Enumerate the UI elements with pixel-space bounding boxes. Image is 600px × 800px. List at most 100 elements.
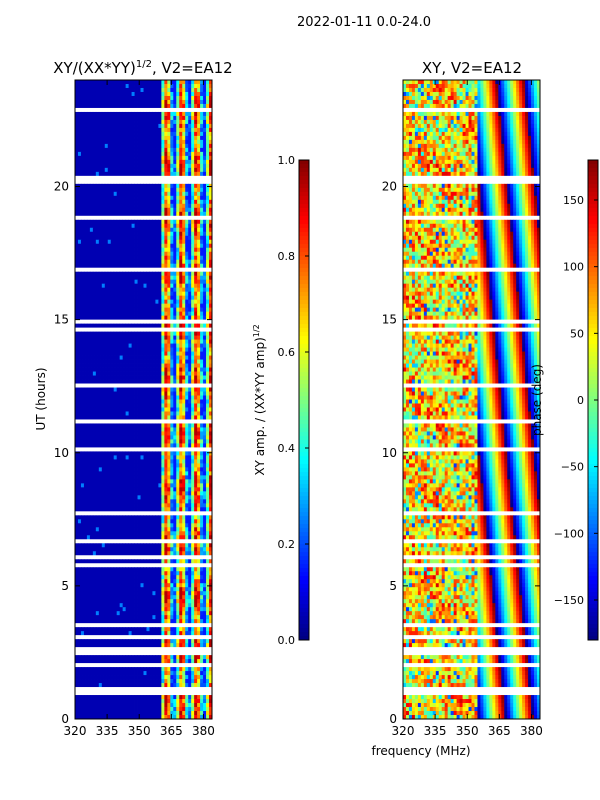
heatmap-cell [167,495,171,500]
heatmap-cell [116,451,121,456]
heatmap-cell [185,379,189,384]
heatmap-cell [167,167,171,173]
heatmap-cell [122,351,127,356]
heatmap-cell [89,83,94,89]
heatmap-cell [182,231,186,237]
heatmap-cell [128,355,132,360]
heatmap-cell [116,195,121,201]
heatmap-cell [75,567,79,572]
heatmap-cell [152,211,156,217]
heatmap-cell [89,423,94,428]
heatmap-cell [104,127,109,133]
heatmap-cell [89,139,94,145]
heatmap-cell [107,331,112,336]
heatmap-cell [128,115,132,121]
heatmap-cell [113,151,118,157]
heatmap-cell [155,559,159,564]
heatmap-cell [86,451,91,456]
heatmap-cell [173,375,177,380]
heatmap-cell [125,363,130,368]
heatmap-cell [155,495,159,500]
heatmap-cell [152,499,156,504]
heatmap-cell [128,399,132,404]
heatmap-cell [209,491,213,496]
heatmap-cell [143,115,147,121]
heatmap-cell [107,195,112,201]
heatmap-cell [152,347,156,352]
heatmap-cell [122,80,127,85]
heatmap-cell [101,519,106,524]
heatmap-cell [152,343,156,348]
heatmap-cell [134,151,138,157]
heatmap-cell [116,259,121,265]
heatmap-cell [92,491,97,496]
heatmap-cell [137,119,141,125]
heatmap-cell [194,467,198,472]
heatmap-cell [116,339,121,344]
heatmap-cell [164,263,168,269]
heatmap-cell [122,219,127,225]
heatmap-cell [176,287,180,293]
heatmap-cell [77,123,82,129]
heatmap-cell [173,159,177,165]
heatmap-cell [167,183,171,189]
heatmap-cell [167,263,171,269]
heatmap-cell [167,399,171,404]
heatmap-cell [167,527,171,532]
heatmap-cell [125,499,130,504]
heatmap-cell [95,143,100,149]
heatmap-cell [116,251,121,257]
heatmap-cell [155,527,159,532]
heatmap-cell [176,475,180,480]
heatmap-cell [83,439,88,444]
heatmap-cell [128,375,132,380]
heatmap-cell [137,115,141,121]
heatmap-cell [167,459,171,464]
heatmap-cell [143,219,147,225]
heatmap-cell [77,379,82,384]
heatmap-cell [149,83,153,89]
heatmap-cell [89,507,94,512]
heatmap-cell [161,295,165,301]
heatmap-cell [206,315,210,321]
heatmap-cell [152,239,156,245]
heatmap-cell [83,307,88,313]
heatmap-cell [101,235,106,241]
heatmap-cell [137,183,141,189]
heatmap-cell [179,87,183,93]
heatmap-cell [80,263,85,269]
heatmap-cell [107,343,112,348]
heatmap-cell [191,375,195,380]
heatmap-cell [176,395,180,400]
heatmap-cell [92,87,97,93]
heatmap-cell [155,411,159,416]
heatmap-cell [137,459,141,464]
heatmap-cell [83,531,88,536]
heatmap-cell [170,431,174,436]
heatmap-cell [143,323,147,329]
heatmap-cell [116,203,121,209]
heatmap-cell [185,471,189,476]
heatmap-cell [95,543,100,548]
heatmap-cell [131,243,135,249]
heatmap-cell [197,291,201,297]
heatmap-cell [107,139,112,145]
heatmap-cell [149,471,153,476]
heatmap-cell [80,391,85,396]
heatmap-cell [101,80,106,85]
heatmap-cell [80,519,85,524]
heatmap-cell [95,183,100,189]
heatmap-cell [101,283,106,289]
heatmap-cell [194,339,198,344]
heatmap-cell [119,119,124,125]
heatmap-cell [89,151,94,157]
heatmap-cell [113,111,118,117]
heatmap-cell [173,507,177,512]
heatmap-cell [137,407,141,412]
heatmap-cell [92,487,97,492]
heatmap-cell [155,235,159,241]
heatmap-cell [140,287,144,293]
heatmap-cell [179,311,183,317]
heatmap-cell [95,399,100,404]
heatmap-cell [140,355,144,360]
